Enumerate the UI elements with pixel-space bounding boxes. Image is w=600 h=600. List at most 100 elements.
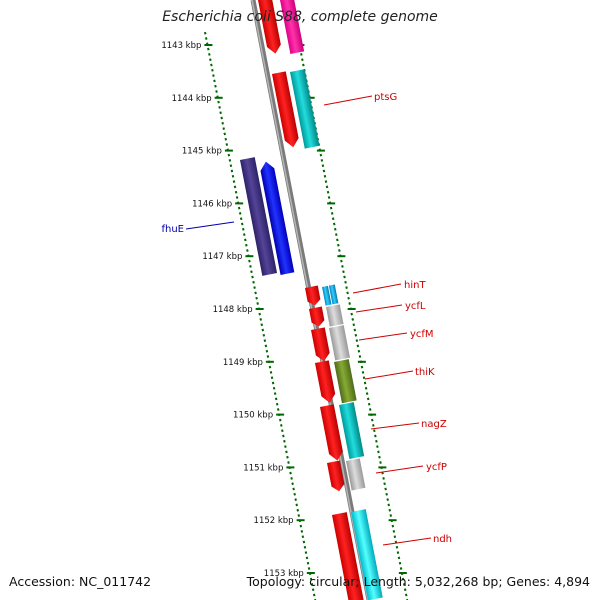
minor-tick bbox=[348, 302, 351, 305]
minor-tick bbox=[301, 58, 304, 62]
minor-tick bbox=[208, 53, 211, 56]
gene-ndh-cds[interactable] bbox=[332, 512, 364, 600]
minor-tick bbox=[303, 545, 307, 549]
minor-tick bbox=[231, 174, 235, 178]
minor-tick bbox=[212, 74, 215, 77]
minor-tick bbox=[398, 561, 402, 565]
gene-nagz-cog[interactable] bbox=[339, 402, 365, 460]
minor-tick bbox=[319, 153, 323, 157]
minor-tick bbox=[392, 530, 396, 533]
minor-tick bbox=[295, 503, 298, 507]
minor-tick bbox=[332, 222, 336, 226]
minor-tick bbox=[397, 556, 401, 560]
minor-tick bbox=[307, 567, 311, 570]
minor-tick bbox=[389, 514, 393, 517]
minor-tick bbox=[329, 206, 333, 210]
minor-tick bbox=[350, 312, 353, 316]
minor-tick bbox=[395, 545, 399, 549]
gene-thik-cog[interactable] bbox=[334, 359, 357, 404]
gene-label-ndh[interactable]: ndh bbox=[433, 534, 452, 545]
minor-tick bbox=[300, 530, 304, 533]
gene-ptsg-cds[interactable] bbox=[272, 71, 300, 148]
minor-tick bbox=[213, 79, 216, 83]
minor-tick bbox=[305, 556, 309, 560]
minor-tick bbox=[385, 492, 388, 496]
minor-tick bbox=[331, 217, 335, 221]
minor-tick bbox=[304, 551, 308, 554]
minor-tick bbox=[260, 323, 264, 327]
minor-tick bbox=[215, 90, 218, 93]
minor-tick bbox=[312, 593, 316, 597]
gene-label-nagz[interactable]: nagZ bbox=[421, 419, 447, 430]
minor-tick bbox=[222, 127, 225, 130]
minor-tick bbox=[246, 249, 249, 252]
minor-tick bbox=[377, 450, 380, 454]
minor-tick bbox=[234, 190, 238, 194]
minor-tick bbox=[399, 567, 403, 570]
minor-tick bbox=[240, 222, 244, 226]
gene-ycfm-cds[interactable] bbox=[311, 327, 331, 362]
minor-tick bbox=[281, 429, 284, 433]
minor-tick bbox=[382, 477, 385, 480]
minor-tick bbox=[404, 593, 408, 597]
gene-nagz-cds[interactable] bbox=[320, 404, 344, 462]
gene-label-ptsg[interactable]: ptsG bbox=[374, 92, 397, 103]
gene-ptsg-cog[interactable] bbox=[290, 69, 320, 149]
minor-tick bbox=[207, 47, 210, 51]
minor-tick bbox=[301, 535, 305, 539]
minor-tick bbox=[360, 365, 364, 369]
genome-summary-text: Topology: circular; Length: 5,032,268 bp… bbox=[246, 574, 590, 589]
minor-tick bbox=[256, 302, 259, 305]
minor-tick bbox=[251, 275, 254, 279]
minor-tick bbox=[362, 376, 366, 380]
gene-ycfm-cog[interactable] bbox=[329, 325, 350, 361]
gene-fhue-cog[interactable] bbox=[240, 157, 278, 276]
scale-ruler-left bbox=[203, 31, 317, 600]
map-title: Escherichia coli S88, complete genome bbox=[162, 9, 438, 25]
minor-tick bbox=[271, 381, 275, 385]
minor-tick bbox=[402, 583, 406, 586]
minor-tick bbox=[343, 275, 346, 279]
minor-tick bbox=[221, 121, 224, 125]
minor-tick bbox=[353, 328, 357, 332]
minor-tick bbox=[248, 259, 251, 263]
scale-label: 1152 kbp bbox=[254, 516, 294, 526]
minor-tick bbox=[244, 238, 247, 242]
gene-label-ycfp[interactable]: ycfP bbox=[426, 462, 447, 473]
minor-tick bbox=[229, 164, 233, 168]
scale-labels: 1143 kbp 1144 kbp 1145 kbp 1146 kbp 1147 kbp… bbox=[161, 41, 303, 579]
minor-tick bbox=[368, 408, 372, 411]
minor-tick bbox=[352, 323, 356, 327]
minor-tick bbox=[355, 339, 359, 342]
minor-tick bbox=[289, 471, 292, 475]
minor-tick bbox=[218, 106, 221, 109]
minor-tick bbox=[322, 169, 326, 173]
gene-top-red[interactable] bbox=[258, 0, 282, 55]
minor-tick bbox=[384, 487, 387, 491]
gene-ycfl-cds[interactable] bbox=[309, 306, 325, 328]
gene-ndh-cog[interactable] bbox=[351, 509, 383, 600]
gene-fhue-cds[interactable] bbox=[259, 160, 295, 275]
gene-label-fhue[interactable]: fhuE bbox=[161, 224, 184, 235]
minor-tick bbox=[272, 386, 276, 390]
gene-hint-cds[interactable] bbox=[305, 285, 321, 307]
gene-label-ycfm[interactable]: ycfM bbox=[410, 329, 434, 340]
gene-hint-cog[interactable] bbox=[322, 284, 339, 306]
gene-ycfl-cog[interactable] bbox=[326, 304, 344, 327]
minor-tick bbox=[263, 339, 267, 342]
gene-top-magenta[interactable] bbox=[280, 0, 305, 55]
minor-tick bbox=[302, 540, 306, 544]
gene-ycfp-cds[interactable] bbox=[327, 460, 345, 493]
gene-label-thik[interactable]: thiK bbox=[415, 367, 435, 378]
minor-tick bbox=[333, 227, 337, 231]
minor-tick bbox=[232, 180, 236, 183]
minor-tick bbox=[346, 291, 349, 295]
minor-tick bbox=[396, 551, 400, 554]
gene-label-ycfl[interactable]: ycfL bbox=[405, 301, 426, 312]
gene-label-hint[interactable]: hinT bbox=[404, 280, 426, 291]
minor-tick bbox=[338, 249, 341, 252]
minor-tick bbox=[275, 402, 279, 406]
gene-ycfp-cog[interactable] bbox=[346, 458, 366, 491]
minor-tick bbox=[300, 53, 303, 56]
gene-thik-cds[interactable] bbox=[315, 360, 337, 404]
